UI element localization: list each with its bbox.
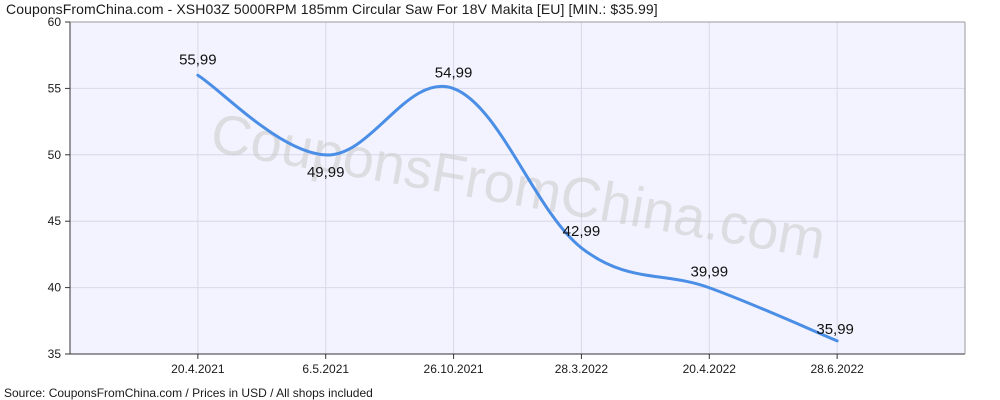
- x-tick-label: 28.3.2022: [555, 362, 609, 376]
- y-tick-label: 50: [48, 148, 62, 162]
- x-tick-label: 26.10.2021: [424, 362, 484, 376]
- source-note: Source: CouponsFromChina.com / Prices in…: [4, 386, 373, 400]
- y-tick-label: 55: [48, 81, 62, 95]
- data-label: 35,99: [816, 321, 854, 338]
- y-axis-tick-labels: 35 40 45 50 55 60: [48, 15, 62, 361]
- data-label: 42,99: [563, 223, 601, 240]
- axes: [65, 21, 966, 359]
- x-tick-label: 20.4.2022: [683, 362, 737, 376]
- grid-lines: [70, 21, 965, 354]
- data-label: 49,99: [307, 164, 345, 181]
- x-tick-label: 28.6.2022: [810, 362, 864, 376]
- data-labels: 55,99 49,99 54,99 42,99 39,99 35,99: [179, 51, 854, 338]
- y-tick-label: 60: [48, 15, 62, 29]
- x-tick-label: 6.5.2021: [302, 362, 349, 376]
- data-label: 39,99: [691, 264, 729, 281]
- y-tick-label: 40: [48, 281, 62, 295]
- chart-title: CouponsFromChina.com - XSH03Z 5000RPM 18…: [6, 1, 658, 17]
- series-line: [196, 73, 839, 343]
- data-label: 54,99: [435, 65, 473, 82]
- y-tick-label: 35: [48, 347, 62, 361]
- y-tick-label: 45: [48, 214, 62, 228]
- plot-area: [70, 22, 965, 354]
- x-axis-tick-labels: 20.4.2021 6.5.2021 26.10.2021 28.3.2022 20.4…: [171, 362, 864, 376]
- data-label: 55,99: [179, 51, 217, 68]
- x-tick-label: 20.4.2021: [171, 362, 225, 376]
